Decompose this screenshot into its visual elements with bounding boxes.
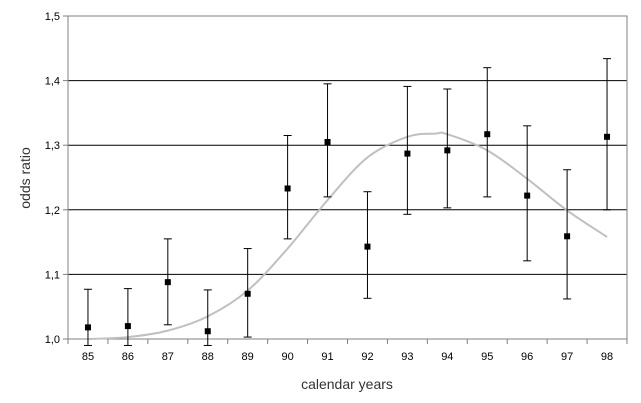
x-axis-title: calendar years: [301, 376, 393, 392]
fit-curve-group: [87, 131, 608, 340]
x-tick-label-91: 91: [321, 351, 333, 363]
data-points: [84, 131, 611, 335]
data-point-88: [204, 328, 211, 335]
y-tick-label-5: 1,5: [45, 11, 60, 23]
data-point-85: [84, 324, 91, 331]
data-point-90: [284, 185, 291, 192]
x-tick-label-94: 94: [441, 351, 453, 363]
data-point-97: [564, 233, 571, 240]
error-bars: [83, 58, 612, 346]
x-tick-label-87: 87: [162, 351, 174, 363]
x-tick-label-93: 93: [401, 351, 413, 363]
data-point-96: [524, 192, 531, 199]
x-tick-label-89: 89: [242, 351, 254, 363]
x-tick-label-96: 96: [521, 351, 533, 363]
data-point-87: [164, 279, 171, 286]
x-tick-label-86: 86: [122, 351, 134, 363]
y-axis-title: odds ratio: [17, 147, 33, 209]
x-tick-label-97: 97: [561, 351, 573, 363]
x-tick-label-90: 90: [281, 351, 293, 363]
x-tick-label-88: 88: [202, 351, 214, 363]
data-point-94: [444, 147, 451, 154]
y-tick-label-1: 1,1: [45, 269, 60, 281]
data-point-95: [484, 131, 491, 138]
data-point-98: [604, 133, 611, 140]
y-tick-label-2: 1,2: [45, 205, 60, 217]
x-axis-ticks: 85 86 87 88 89 90 91 92 93 94 95 96 97 98: [67, 339, 628, 363]
y-tick-label-3: 1,3: [45, 140, 60, 152]
x-tick-label-92: 92: [361, 351, 373, 363]
gridlines: [68, 80, 627, 275]
fit-curve: [87, 131, 608, 340]
x-tick-label-98: 98: [601, 351, 613, 363]
y-tick-label-0: 1,0: [45, 334, 60, 346]
data-point-92: [364, 243, 371, 250]
data-point-89: [244, 290, 251, 297]
data-point-86: [124, 323, 131, 330]
data-point-91: [324, 138, 331, 145]
y-tick-label-4: 1,4: [45, 76, 60, 88]
data-point-93: [404, 150, 411, 157]
x-tick-label-95: 95: [481, 351, 493, 363]
x-tick-label-85: 85: [82, 351, 94, 363]
y-axis-ticks: 1,0 1,1 1,2 1,3 1,4 1,5: [45, 11, 68, 346]
